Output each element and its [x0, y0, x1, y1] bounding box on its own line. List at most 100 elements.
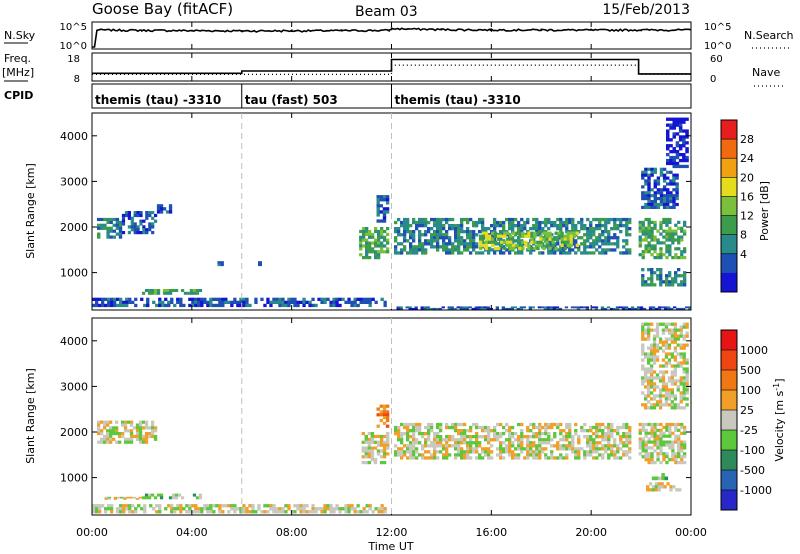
data-cell	[332, 297, 336, 301]
data-cell	[491, 240, 495, 244]
data-cell	[466, 456, 470, 460]
data-cell	[475, 435, 479, 439]
data-cell	[621, 306, 626, 309]
nave-top-tick: 60	[710, 54, 723, 65]
data-cell	[664, 306, 668, 309]
data-cell	[664, 382, 669, 386]
data-cell	[451, 217, 455, 222]
data-cell	[374, 300, 378, 304]
data-cell	[454, 245, 458, 249]
colorbar-swatch	[721, 139, 737, 159]
data-cell	[656, 437, 660, 441]
data-cell	[147, 434, 152, 439]
data-cell	[683, 428, 687, 432]
data-cell	[559, 224, 563, 228]
data-cell	[287, 303, 291, 308]
data-cell	[513, 306, 517, 309]
data-cell	[658, 379, 663, 383]
data-cell	[245, 510, 249, 514]
data-cell	[619, 251, 623, 255]
data-cell	[424, 217, 428, 222]
data-cell	[448, 425, 452, 430]
data-cell	[662, 425, 666, 429]
data-cell	[659, 443, 663, 447]
data-cell	[493, 227, 497, 231]
data-cell	[568, 435, 572, 439]
data-cell	[674, 455, 678, 459]
data-cell	[670, 328, 674, 332]
data-cell	[154, 213, 158, 218]
data-cell	[511, 224, 515, 228]
data-cell	[145, 231, 149, 235]
data-cell	[156, 289, 161, 292]
data-cell	[119, 504, 123, 508]
data-cell	[647, 352, 651, 356]
data-cell	[505, 248, 509, 252]
data-cell	[682, 391, 686, 395]
data-cell	[406, 450, 410, 454]
data-cell	[406, 432, 410, 436]
data-cell	[601, 456, 605, 460]
data-cell	[644, 173, 648, 177]
data-cell	[656, 452, 660, 456]
data-cell	[523, 447, 527, 451]
data-cell	[680, 253, 684, 257]
data-cell	[665, 235, 669, 239]
data-cell	[657, 488, 661, 492]
data-cell	[133, 228, 137, 232]
data-cell	[500, 243, 504, 247]
data-cell	[666, 158, 670, 163]
data-cell	[397, 217, 401, 222]
data-cell	[501, 307, 505, 310]
data-cell	[546, 306, 551, 309]
data-cell	[123, 496, 127, 499]
data-cell	[654, 307, 659, 310]
data-cell	[532, 422, 536, 427]
data-cell	[586, 227, 590, 231]
data-cell	[554, 246, 558, 251]
data-cell	[430, 425, 434, 430]
data-cell	[650, 235, 654, 239]
data-cell	[662, 200, 667, 204]
data-cell	[406, 444, 410, 448]
data-cell	[287, 297, 291, 301]
data-cell	[592, 438, 596, 442]
data-cell	[685, 361, 689, 365]
data-cell	[474, 307, 478, 310]
data-cell	[659, 446, 663, 450]
data-cell	[487, 227, 491, 231]
data-cell	[676, 361, 680, 365]
data-cell	[674, 247, 678, 251]
colorbar-tick-label: 28	[740, 133, 754, 146]
data-cell	[144, 432, 149, 436]
data-cell	[494, 234, 498, 238]
data-cell	[100, 437, 104, 441]
data-cell	[445, 236, 449, 240]
data-cell	[168, 496, 173, 500]
data-cell	[625, 224, 629, 228]
data-cell	[224, 297, 228, 301]
data-cell	[538, 432, 542, 436]
data-cell	[465, 306, 469, 309]
data-cell	[667, 358, 672, 362]
data-cell	[545, 234, 549, 238]
data-cell	[109, 434, 113, 439]
data-cell	[418, 453, 422, 457]
data-cell	[487, 237, 492, 241]
data-cell	[685, 155, 689, 160]
data-cell	[487, 246, 492, 251]
data-cell	[641, 376, 645, 380]
data-cell	[103, 440, 107, 444]
data-cell	[170, 507, 174, 511]
data-cell	[628, 441, 632, 445]
data-cell	[556, 217, 560, 222]
data-cell	[481, 224, 485, 228]
data-cell	[197, 507, 201, 511]
data-cell	[659, 188, 664, 192]
data-cell	[505, 429, 509, 433]
data-cell	[644, 205, 648, 209]
data-cell	[656, 458, 660, 462]
data-cell	[487, 450, 491, 454]
data-cell	[511, 236, 515, 240]
